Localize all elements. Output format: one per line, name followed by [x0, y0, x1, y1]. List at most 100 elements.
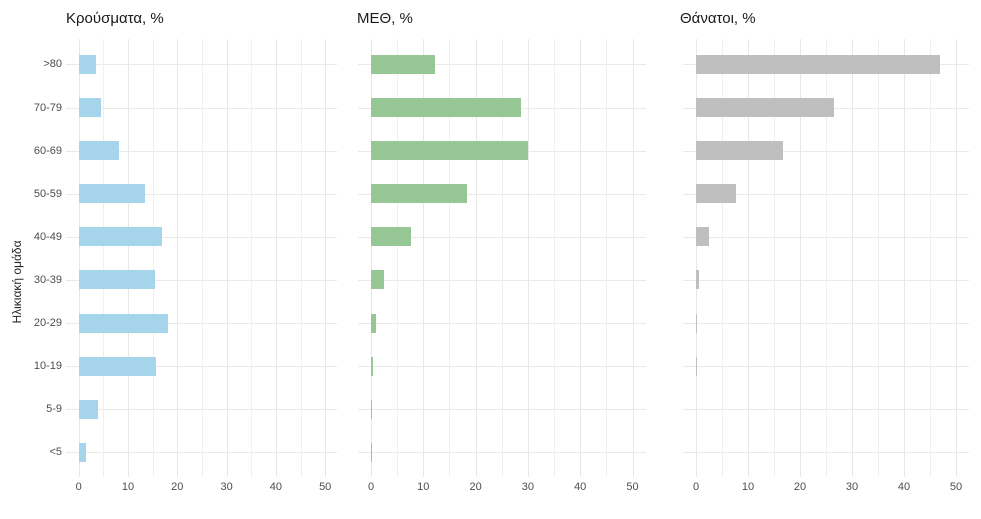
bar — [78, 399, 99, 419]
bar — [371, 313, 377, 333]
x-tick-label: 10 — [417, 481, 430, 493]
x-tick-label: 30 — [845, 481, 859, 493]
bar — [78, 98, 102, 117]
x-tick-label: 20 — [171, 481, 184, 493]
y-gridline — [66, 409, 337, 411]
x-tick-label: 40 — [897, 481, 911, 493]
y-gridline — [66, 236, 337, 238]
bar — [371, 54, 436, 74]
x-tick-label: 0 — [367, 481, 375, 493]
x-gridline-major — [748, 39, 749, 477]
x-gridline-minor — [103, 39, 105, 477]
bar — [696, 227, 709, 247]
bar — [371, 227, 412, 247]
y-category-label: 40-49 — [33, 230, 62, 243]
bar — [371, 184, 467, 204]
x-gridline-major — [527, 39, 529, 477]
x-gridline-major — [128, 39, 129, 477]
x-gridline-minor — [606, 39, 608, 477]
chart-title-deaths: Θάνατοι, % — [680, 10, 756, 27]
y-gridline — [66, 150, 337, 152]
x-gridline-major — [475, 39, 477, 477]
bar — [371, 141, 528, 161]
y-category-label: 70-79 — [33, 101, 62, 114]
x-tick-label: 10 — [121, 481, 135, 493]
bar — [696, 141, 784, 161]
bar — [78, 54, 96, 74]
y-gridline — [66, 323, 337, 324]
bar — [371, 399, 373, 419]
chart-title-cases: Κρούσματα, % — [66, 10, 164, 27]
x-gridline-minor — [774, 39, 775, 477]
x-gridline-major — [177, 39, 179, 477]
x-gridline-major — [632, 39, 634, 477]
x-gridline-minor — [722, 39, 723, 477]
bar — [371, 356, 374, 376]
x-tick-label: 10 — [741, 481, 755, 493]
x-tick-label: 30 — [521, 481, 535, 493]
x-gridline-major — [78, 39, 80, 477]
x-gridline-minor — [826, 39, 827, 477]
bar — [696, 54, 940, 74]
y-category-label: 50-59 — [33, 187, 62, 200]
y-gridline — [66, 107, 337, 109]
bar — [78, 356, 157, 376]
x-gridline-minor — [251, 39, 253, 477]
y-category-label: 30-39 — [33, 273, 62, 286]
x-gridline-major — [325, 39, 327, 477]
y-category-label: <5 — [49, 446, 62, 459]
x-tick-label: 0 — [692, 481, 700, 493]
bar — [78, 227, 163, 247]
x-tick-label: 50 — [949, 481, 963, 493]
x-gridline-major — [852, 39, 853, 477]
chart-title-icu: ΜΕΘ, % — [357, 10, 413, 27]
y-gridline — [66, 279, 337, 281]
y-gridline — [66, 64, 337, 66]
bar — [696, 313, 697, 333]
y-category-label: 20-29 — [33, 317, 62, 329]
bar — [78, 270, 156, 290]
bar — [78, 141, 120, 161]
x-tick-label: 40 — [269, 481, 283, 493]
bar — [696, 184, 736, 204]
x-gridline-minor — [878, 39, 879, 477]
x-gridline-minor — [930, 39, 931, 477]
x-gridline-major — [423, 39, 425, 477]
x-tick-label: 30 — [220, 481, 233, 493]
y-category-label: >80 — [43, 58, 62, 71]
x-gridline-major — [275, 39, 277, 477]
x-tick-label: 50 — [626, 481, 639, 493]
x-gridline-minor — [300, 39, 302, 477]
x-gridline-minor — [397, 39, 399, 477]
x-gridline-major — [696, 39, 697, 477]
y-category-label: 10-19 — [33, 360, 62, 373]
x-gridline-major — [800, 39, 801, 477]
y-gridline — [66, 193, 337, 195]
x-tick-label: 50 — [319, 481, 332, 493]
x-tick-label: 20 — [469, 481, 482, 493]
bar — [78, 184, 146, 204]
x-tick-label: 0 — [75, 481, 82, 493]
bar — [78, 442, 87, 462]
y-category-label: 5-9 — [46, 403, 62, 416]
y-gridline — [66, 366, 337, 368]
bar — [78, 313, 169, 333]
bar — [696, 356, 697, 376]
x-gridline-major — [371, 39, 372, 477]
x-gridline-major — [956, 39, 957, 477]
bar — [371, 442, 373, 462]
x-tick-label: 40 — [574, 481, 587, 493]
bar — [371, 270, 385, 290]
bar — [696, 98, 835, 117]
x-gridline-minor — [201, 39, 203, 477]
x-gridline-minor — [554, 39, 556, 477]
bar — [371, 98, 521, 117]
x-gridline-major — [904, 39, 905, 477]
x-gridline-major — [226, 39, 228, 477]
x-gridline-minor — [449, 39, 451, 477]
y-category-label: 60-69 — [33, 144, 62, 157]
x-gridline-major — [580, 39, 582, 477]
x-gridline-minor — [501, 39, 503, 477]
y-gridline — [66, 452, 337, 454]
